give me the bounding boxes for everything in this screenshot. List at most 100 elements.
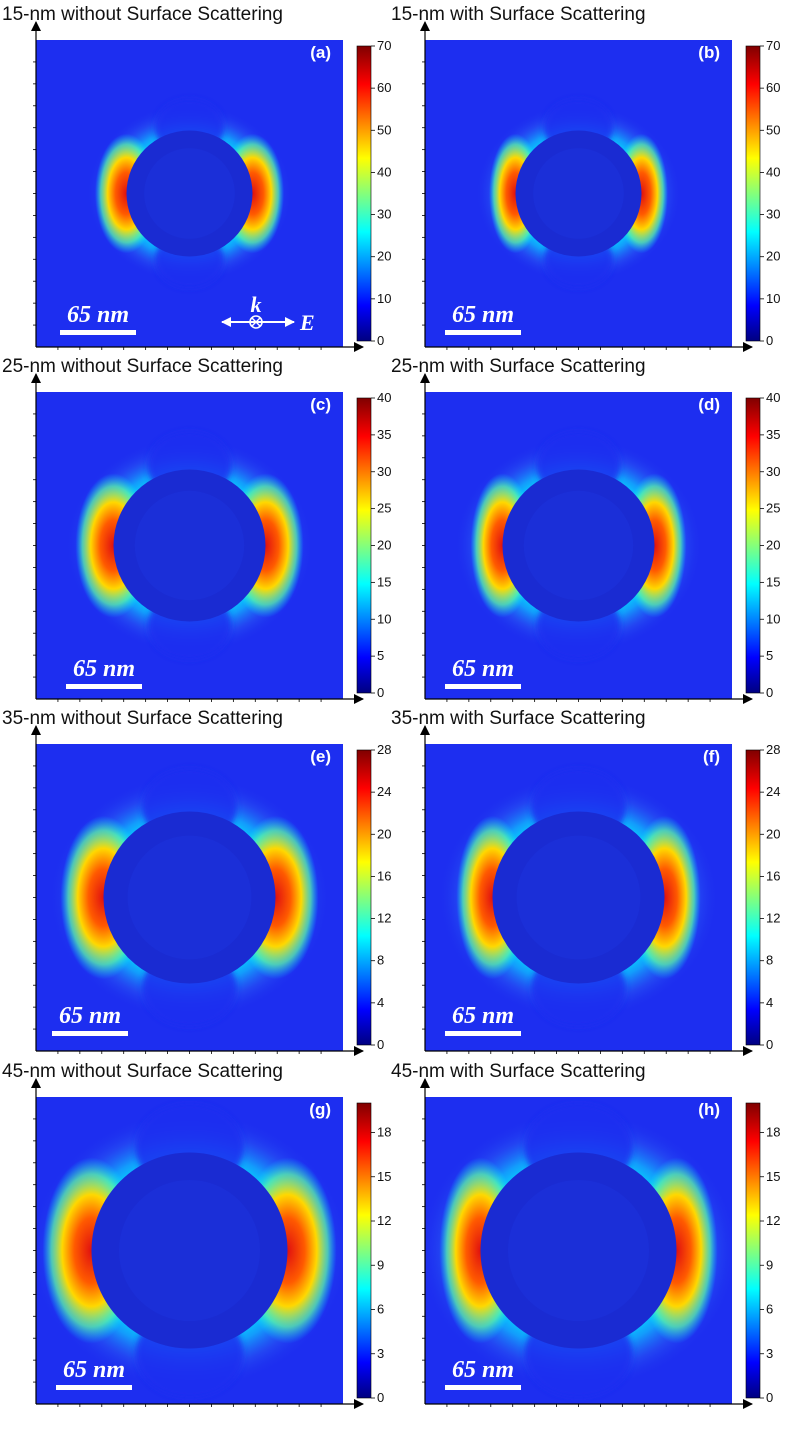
colorbar-tick-label: 10: [377, 291, 391, 306]
colorbar-tick-label: 20: [766, 538, 780, 553]
colorbar-tick-label: 12: [766, 911, 780, 926]
panel-letter: (g): [309, 1100, 331, 1119]
panel-letter: (a): [310, 43, 331, 62]
scale-bar-label: 65 nm: [452, 302, 514, 328]
colorbar-tick-label: 24: [377, 784, 391, 799]
colorbar: [745, 45, 761, 342]
nanoparticle-core: [127, 835, 252, 960]
k-label: k: [251, 292, 262, 317]
colorbar-tick-label: 18: [766, 1125, 780, 1140]
panel-letter: (b): [698, 43, 720, 62]
colorbar-tick-label: 12: [766, 1213, 780, 1228]
colorbar-tick-label: 4: [377, 995, 384, 1010]
scale-bar: [52, 1031, 128, 1036]
colorbar-tick-label: 12: [377, 1213, 391, 1228]
colorbar-tick-label: 6: [377, 1302, 384, 1317]
colorbar-tick-label: 25: [766, 501, 780, 516]
colorbar-tick-label: 10: [377, 611, 391, 626]
colorbar-tick-label: 0: [766, 685, 773, 700]
colorbar-tick-label: 60: [377, 80, 391, 95]
nanoparticle-core: [118, 1179, 261, 1322]
colorbar: [356, 45, 372, 342]
colorbar-tick-label: 28: [766, 742, 780, 757]
colorbar-tick-label: 30: [766, 207, 780, 222]
panel-c: 25-nm without Surface Scattering (c) 65 nm…: [2, 356, 391, 704]
colorbar-tick-label: 4: [766, 995, 773, 1010]
colorbar-tick-label: 70: [766, 38, 780, 53]
colorbar-tick-label: 18: [377, 1125, 391, 1140]
scale-bar-label: 65 nm: [452, 1003, 514, 1029]
colorbar-tick-label: 0: [377, 333, 384, 348]
panel-letter: (d): [698, 395, 720, 414]
scale-bar-label: 65 nm: [67, 302, 129, 328]
colorbar-tick-label: 8: [377, 953, 384, 968]
k-vector-cross: [251, 317, 261, 327]
colorbar-tick-label: 9: [377, 1257, 384, 1272]
colorbar-tick-label: 0: [766, 333, 773, 348]
scale-bar: [60, 330, 136, 335]
nanoparticle-core: [507, 1179, 650, 1322]
colorbar-tick-label: 30: [377, 207, 391, 222]
nanoparticle-core: [134, 490, 245, 601]
colorbar-tick-label: 20: [377, 826, 391, 841]
nanoparticle-core: [144, 148, 235, 239]
colorbar-tick-label: 8: [766, 953, 773, 968]
colorbar-tick-label: 16: [766, 868, 780, 883]
panel-letter: (h): [698, 1100, 720, 1119]
colorbar: [745, 749, 761, 1046]
colorbar-tick-label: 40: [377, 390, 391, 405]
colorbar-tick-label: 15: [766, 1169, 780, 1184]
colorbar-tick-label: 0: [377, 1390, 384, 1405]
scale-bar: [445, 1031, 521, 1036]
colorbar-tick-label: 12: [377, 911, 391, 926]
panel-g: 45-nm without Surface Scattering (g) 65 nm…: [2, 1061, 391, 1409]
colorbar-tick-label: 35: [766, 427, 780, 442]
colorbar-tick-label: 5: [377, 648, 384, 663]
colorbar: [745, 1102, 761, 1399]
colorbar-tick-label: 30: [377, 464, 391, 479]
field-map: [36, 1103, 343, 1398]
nanoparticle-core: [523, 490, 634, 601]
colorbar-tick-label: 28: [377, 742, 391, 757]
panel-title: 35-nm with Surface Scattering: [391, 708, 646, 729]
colorbar: [356, 749, 372, 1046]
colorbar-tick-label: 40: [766, 164, 780, 179]
field-map: [438, 768, 719, 1027]
colorbar-tick-label: 40: [377, 164, 391, 179]
colorbar-tick-label: 40: [766, 390, 780, 405]
colorbar: [745, 397, 761, 694]
nanoparticle-core: [516, 835, 641, 960]
colorbar-tick-label: 25: [377, 501, 391, 516]
scale-bar-label: 65 nm: [63, 1357, 125, 1383]
panel-d: 25-nm with Surface Scattering (d) 65 nm 0 5 1…: [391, 356, 780, 704]
scale-bar: [445, 1385, 521, 1390]
panel-e: 35-nm without Surface Scattering (e) 65 nm…: [2, 708, 391, 1056]
colorbar-tick-label: 6: [766, 1302, 773, 1317]
colorbar-tick-label: 0: [377, 1037, 384, 1052]
panel-title: 45-nm without Surface Scattering: [2, 1061, 283, 1082]
colorbar-tick-label: 70: [377, 38, 391, 53]
colorbar-tick-label: 50: [377, 122, 391, 137]
scale-bar: [56, 1385, 132, 1390]
panel-a: 15-nm without Surface Scattering (a) 65 nm…: [2, 4, 391, 352]
scale-bar-label: 65 nm: [59, 1003, 121, 1029]
colorbar-tick-label: 3: [766, 1346, 773, 1361]
colorbar-tick-label: 20: [377, 538, 391, 553]
colorbar-tick-label: 9: [766, 1257, 773, 1272]
colorbar-tick-label: 20: [766, 249, 780, 264]
e-label: E: [299, 310, 315, 335]
colorbar-tick-label: 10: [766, 291, 780, 306]
field-map: [86, 99, 293, 288]
nanoparticle-core: [533, 148, 624, 239]
colorbar-tick-label: 60: [766, 80, 780, 95]
colorbar: [356, 397, 372, 694]
panel-letter: (c): [310, 395, 331, 414]
colorbar-tick-label: 16: [377, 868, 391, 883]
panel-title: 15-nm with Surface Scattering: [391, 4, 646, 25]
colorbar-tick-label: 10: [766, 611, 780, 626]
field-map: [65, 431, 314, 660]
scale-bar-label: 65 nm: [73, 656, 135, 682]
field-map: [49, 768, 330, 1027]
colorbar-tick-label: 15: [377, 1169, 391, 1184]
